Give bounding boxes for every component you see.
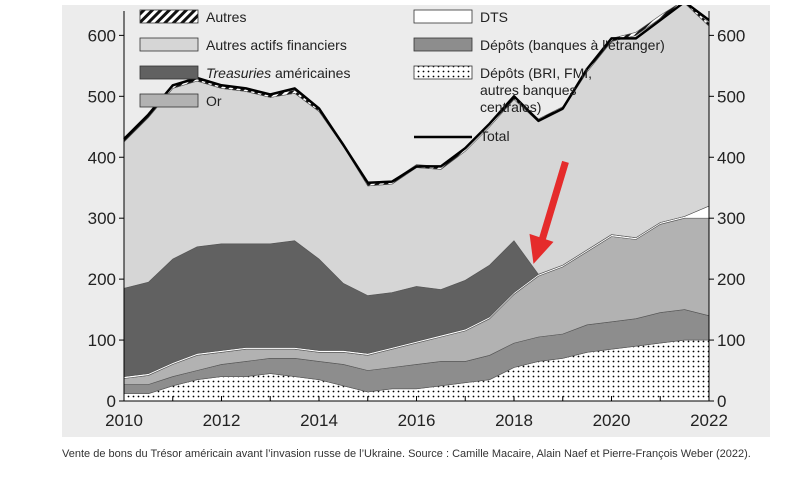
annotation <box>529 160 569 264</box>
x-tick-label: 2022 <box>690 411 728 430</box>
y-tick-label-left: 200 <box>88 270 116 289</box>
x-tick-label: 2020 <box>593 411 631 430</box>
chart: 0 0 100 100 200 200 300 300 400 400 500 500 600 600 20… <box>88 5 745 430</box>
y-tick-label-right: 600 <box>717 26 745 45</box>
y-tick-label-left: 100 <box>88 331 116 350</box>
legend-label-bri: centrales) <box>480 99 541 115</box>
figure-caption: Vente de bons du Trésor américain avant … <box>62 448 751 460</box>
x-tick-label: 2016 <box>398 411 436 430</box>
legend: Autres Autres actifs financiers Treasuries… <box>139 9 665 144</box>
legend-label-bri: autres banques <box>480 82 577 98</box>
legend-swatch-autres <box>139 9 199 24</box>
x-tick-label: 2010 <box>105 411 143 430</box>
legend-swatch-bri <box>413 65 473 80</box>
y-tick-label-left: 0 <box>107 392 116 411</box>
y-tick-label-right: 0 <box>717 392 726 411</box>
y-tick-label-right: 300 <box>717 209 745 228</box>
axes: 0 0 100 100 200 200 300 300 400 400 500 500 600 600 20… <box>88 11 745 430</box>
legend-label-dts: DTS <box>480 9 508 25</box>
x-tick-label: 2012 <box>203 411 241 430</box>
annotation-arrow-head <box>529 233 554 264</box>
y-tick-label-right: 400 <box>717 148 745 167</box>
y-tick-label-left: 300 <box>88 209 116 228</box>
series-layer <box>123 5 710 402</box>
total-layer <box>123 5 710 185</box>
legend-label-autres: Autres <box>206 9 246 25</box>
annotation-arrow-shaft <box>538 160 569 243</box>
legend-label-autres_actifs: Autres actifs financiers <box>206 37 347 53</box>
legend-swatch-banques <box>413 37 473 52</box>
legend-swatch-dts <box>413 9 473 24</box>
legend-label-or: Or <box>206 93 222 109</box>
y-tick-label-right: 500 <box>717 87 745 106</box>
x-tick-label: 2014 <box>300 411 338 430</box>
legend-label-banques: Dépôts (banques à l'étranger) <box>480 37 665 53</box>
y-tick-label-left: 400 <box>88 148 116 167</box>
y-tick-label-right: 100 <box>717 331 745 350</box>
legend-swatch-or <box>139 93 199 108</box>
x-tick-label: 2018 <box>495 411 533 430</box>
legend-swatch-autres_actifs <box>139 37 199 52</box>
legend-label-total: Total <box>480 128 510 144</box>
legend-swatch-treasuries <box>139 65 199 80</box>
chart-panel: 0 0 100 100 200 200 300 300 400 400 500 500 600 600 20… <box>62 5 770 437</box>
legend-label-treasuries: Treasuries américaines <box>206 65 350 81</box>
legend-label-bri: Dépôts (BRI, FMI, <box>480 65 592 81</box>
total-line <box>123 5 710 185</box>
y-tick-label-right: 200 <box>717 270 745 289</box>
y-tick-label-left: 600 <box>88 26 116 45</box>
y-tick-label-left: 500 <box>88 87 116 106</box>
